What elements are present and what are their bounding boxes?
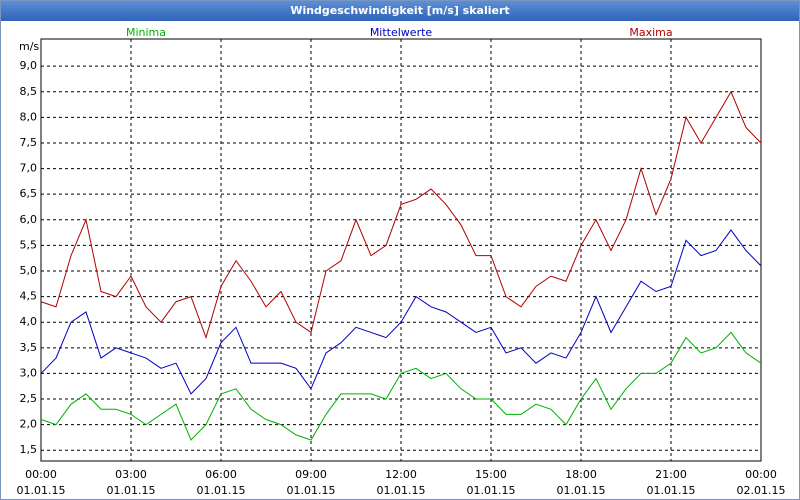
- data-line: [40, 331, 762, 441]
- y-tick-label: 9,0: [20, 59, 38, 72]
- x-tick-label: 03:00 01.01.15: [106, 468, 156, 497]
- x-tick-label: 21:00 01.01.15: [646, 468, 696, 497]
- y-tick-label: 6,5: [20, 187, 38, 200]
- x-tick-label: 15:00 01.01.15: [466, 468, 516, 497]
- y-tick-label: 1,5: [20, 443, 38, 456]
- y-tick-label: 4,0: [20, 315, 38, 328]
- y-tick-label: 5,5: [20, 238, 38, 251]
- legend-entry: Maxima: [629, 26, 672, 39]
- y-tick-label: 8,5: [20, 85, 38, 98]
- y-tick-label: 2,5: [20, 392, 38, 405]
- y-axis-label: m/s: [19, 40, 39, 53]
- y-tick-label: 3,5: [20, 341, 38, 354]
- y-tick-label: 4,5: [20, 290, 38, 303]
- x-tick-label: 18:00 01.01.15: [556, 468, 606, 497]
- title-bar: Windgeschwindigkeit [m/s] skaliert: [1, 1, 799, 21]
- y-tick-label: 3,0: [20, 366, 38, 379]
- y-tick-label: 7,0: [20, 162, 38, 175]
- data-line: [40, 229, 762, 395]
- y-tick-label: 8,0: [20, 110, 38, 123]
- x-tick-label: 06:00 01.01.15: [196, 468, 246, 497]
- y-tick-label: 2,0: [20, 418, 38, 431]
- y-tick-label: 7,5: [20, 136, 38, 149]
- x-tick-label: 09:00 01.01.15: [286, 468, 336, 497]
- data-line: [40, 90, 762, 340]
- y-tick-label: 5,0: [20, 264, 38, 277]
- x-tick-label: 00:00 01.01.15: [16, 468, 66, 497]
- y-tick-label: 6,0: [20, 213, 38, 226]
- legend-entry: Mittelwerte: [370, 26, 433, 39]
- legend-entry: Minima: [126, 26, 166, 39]
- x-tick-label: 12:00 01.01.15: [376, 468, 426, 497]
- x-tick-label: 00:00 02.01.15: [736, 468, 786, 497]
